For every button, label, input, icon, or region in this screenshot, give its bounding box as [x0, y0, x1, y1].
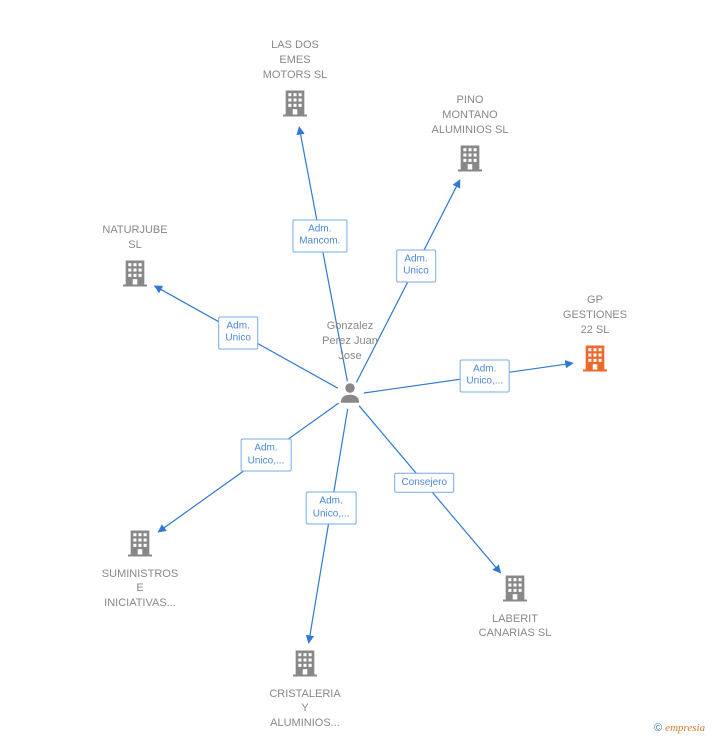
building-icon [124, 527, 156, 564]
building-icon [279, 87, 311, 124]
person-icon [336, 379, 363, 411]
building-icon [289, 647, 321, 684]
footer-credit: © empresia [654, 722, 705, 734]
edge-label: Adm. Unico [396, 249, 436, 282]
node-label: GP GESTIONES 22 SL [550, 293, 640, 338]
node-label: LABERIT CANARIAS SL [460, 612, 570, 642]
edge-label: Adm. Unico,... [459, 359, 510, 392]
brand-name: empresia [665, 722, 705, 734]
node-label: SUMINISTROS E INICIATIVAS... [85, 567, 195, 612]
diagram-stage: © empresia Adm. Mancom. Adm. Unico Adm. Un… [0, 0, 728, 740]
edge-label: Adm. Mancom. [292, 219, 347, 252]
building-icon [579, 342, 611, 379]
edge-label: Adm. Unico,... [241, 439, 292, 472]
node-label: LAS DOS EMES MOTORS SL [245, 38, 345, 83]
building-icon [499, 572, 531, 609]
node-label: CRISTALERIA Y ALUMINIOS... [250, 687, 360, 732]
edge-label: Consejero [394, 473, 454, 494]
edge-label: Adm. Unico,... [306, 492, 357, 525]
center-node-label: Gonzalez Perez Juan Jose [305, 319, 395, 364]
node-label: NATURJUBE SL [85, 223, 185, 253]
copyright-symbol: © [654, 722, 662, 734]
building-icon [119, 257, 151, 294]
edges-layer [0, 0, 728, 740]
edge-label: Adm. Unico [218, 316, 258, 349]
node-label: PINO MONTANO ALUMINIOS SL [415, 93, 525, 138]
building-icon [454, 142, 486, 179]
edge-line [309, 409, 348, 643]
